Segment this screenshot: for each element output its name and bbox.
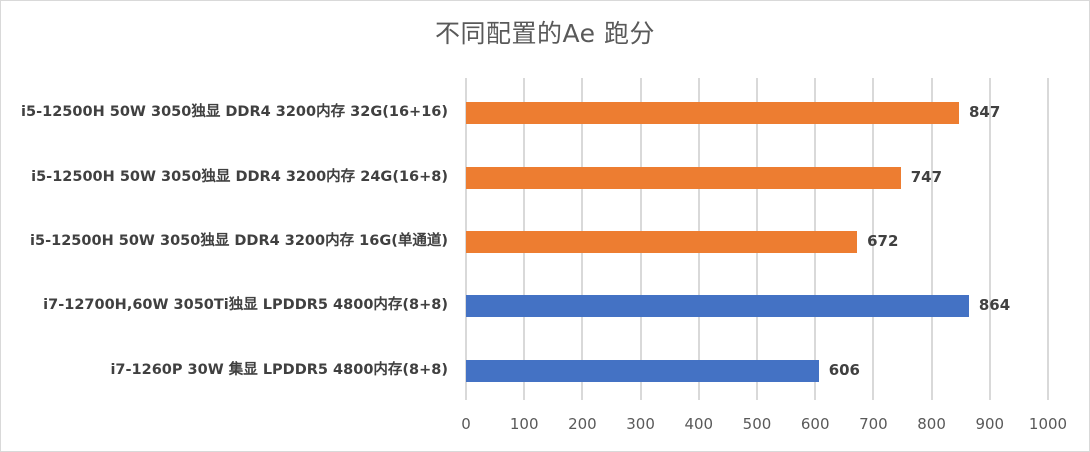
category-label: i5-12500H 50W 3050独显 DDR4 3200内存 16G(单通道… xyxy=(30,233,448,249)
x-tick-label: 1000 xyxy=(1028,415,1068,433)
value-label: 606 xyxy=(828,361,860,379)
gridline xyxy=(1047,78,1049,400)
category-label: i5-12500H 50W 3050独显 DDR4 3200内存 24G(16+… xyxy=(31,169,448,185)
bar xyxy=(466,231,858,253)
bar-row: i5-12500H 50W 3050独显 DDR4 3200内存 16G(单通道… xyxy=(0,231,1090,253)
category-label: i7-1260P 30W 集显 LPDDR5 4800内存(8+8) xyxy=(110,362,448,378)
bar xyxy=(466,102,959,124)
bar-row: i5-12500H 50W 3050独显 DDR4 3200内存 24G(16+… xyxy=(0,167,1090,189)
x-tick-label: 0 xyxy=(461,415,471,433)
value-label: 864 xyxy=(978,296,1011,314)
x-tick-label: 600 xyxy=(800,415,830,433)
x-tick-label: 300 xyxy=(626,415,655,433)
x-tick-label: 100 xyxy=(509,415,539,433)
value-label: 747 xyxy=(910,168,943,186)
x-tick-label: 700 xyxy=(859,415,888,433)
bar-row: i7-12700H,60W 3050Ti独显 LPDDR5 4800内存(8+8… xyxy=(0,295,1090,317)
chart-title: 不同配置的Ae 跑分 xyxy=(435,19,655,48)
x-tick-label: 200 xyxy=(568,415,597,433)
category-label: i5-12500H 50W 3050独显 DDR4 3200内存 32G(16+… xyxy=(21,104,448,120)
gridline xyxy=(930,78,933,400)
x-tick-label: 400 xyxy=(684,415,714,433)
x-tick-label: 500 xyxy=(742,415,772,433)
x-tick-label: 800 xyxy=(917,415,946,433)
value-label: 672 xyxy=(867,232,899,250)
value-label: 847 xyxy=(968,103,1001,121)
gridline xyxy=(988,78,991,400)
bar-row: i5-12500H 50W 3050独显 DDR4 3200内存 32G(16+… xyxy=(0,102,1090,124)
bar xyxy=(466,167,901,189)
gridline xyxy=(872,78,875,400)
bar xyxy=(466,360,819,382)
bar xyxy=(466,295,969,317)
bar-row: i7-1260P 30W 集显 LPDDR5 4800内存(8+8) 606 xyxy=(0,360,1090,382)
x-tick-label: 900 xyxy=(975,415,1005,433)
category-label: i7-12700H,60W 3050Ti独显 LPDDR5 4800内存(8+8… xyxy=(43,297,448,313)
